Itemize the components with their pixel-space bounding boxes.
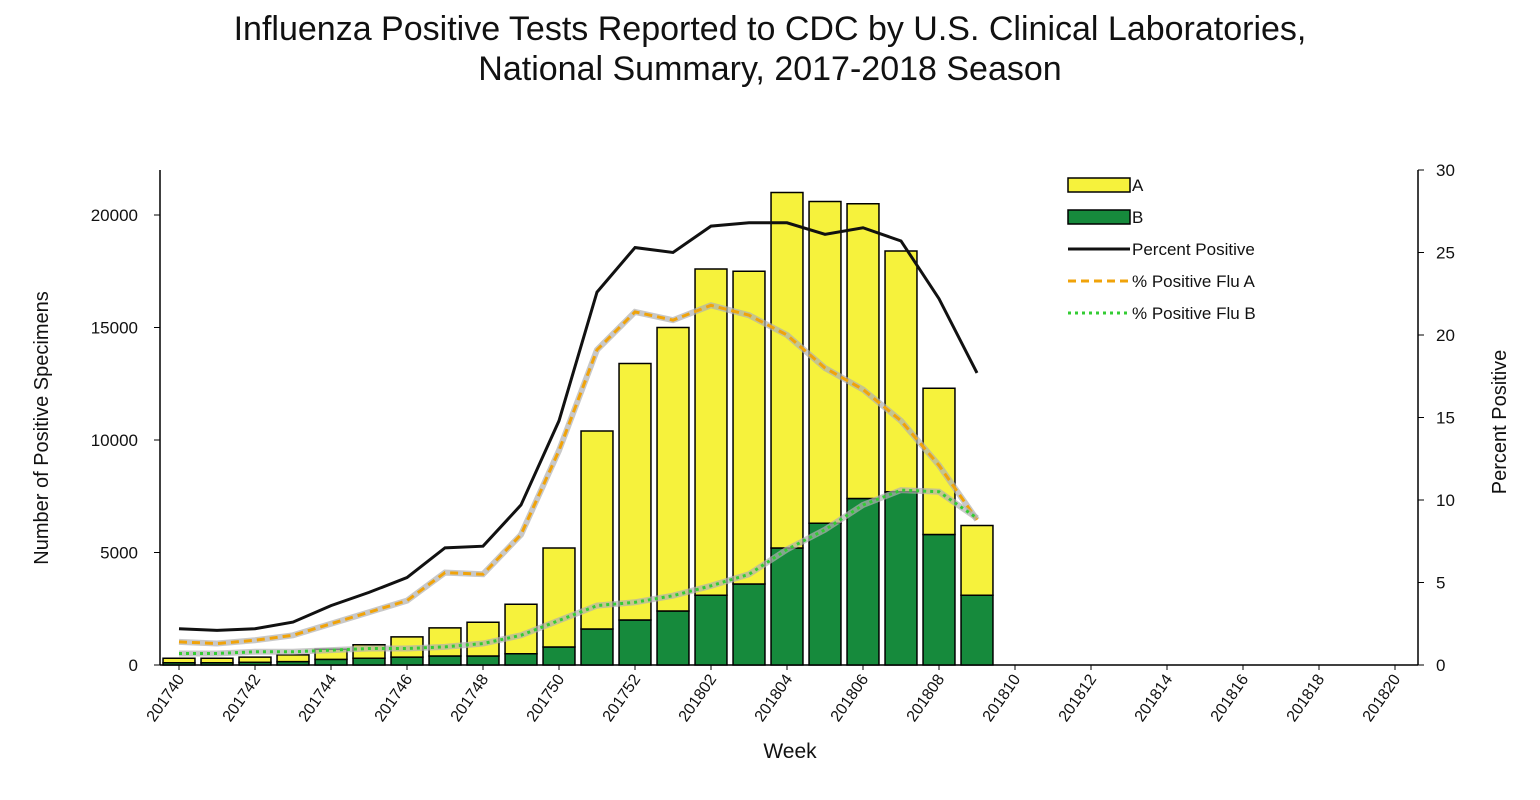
- bar: [694, 268, 728, 596]
- y2-tick-label: 20: [1436, 326, 1455, 345]
- bar: [542, 547, 576, 648]
- line: [178, 303, 979, 646]
- bar: [580, 628, 614, 666]
- legend-label: % Positive Flu A: [1132, 272, 1255, 291]
- x-tick-label: 201808: [904, 671, 949, 725]
- bar: [656, 326, 690, 612]
- bar: [428, 627, 462, 657]
- bar: [694, 594, 728, 666]
- bar: [618, 362, 652, 621]
- line: [179, 488, 978, 655]
- y-tick-label: 5000: [100, 544, 138, 563]
- y2-tick-label: 0: [1436, 656, 1445, 675]
- bar: [352, 657, 386, 666]
- y2-axis-label: Percent Positive: [1489, 350, 1511, 495]
- x-tick-label: 201820: [1360, 671, 1405, 725]
- bar: [846, 497, 880, 666]
- bar: [504, 653, 538, 666]
- y-tick-label: 15000: [91, 319, 138, 338]
- x-tick-label: 201806: [828, 671, 873, 725]
- x-tick-label: 201812: [1056, 671, 1101, 725]
- x-tick-label: 201804: [752, 671, 797, 725]
- bar: [656, 610, 690, 666]
- x-tick-label: 201814: [1132, 671, 1177, 725]
- bar: [808, 200, 842, 524]
- bar: [580, 430, 614, 630]
- bar: [238, 656, 272, 664]
- legend-label: % Positive Flu B: [1132, 304, 1256, 323]
- bar: [618, 619, 652, 666]
- y2-tick-label: 15: [1436, 409, 1455, 428]
- bar: [732, 583, 766, 666]
- x-tick-label: 201802: [676, 671, 721, 725]
- bar: [884, 250, 918, 493]
- bar: [922, 533, 956, 666]
- legend-label: Percent Positive: [1132, 240, 1255, 259]
- x-tick-label: 201748: [448, 671, 493, 725]
- bar: [314, 658, 348, 666]
- y2-tick-label: 30: [1436, 161, 1455, 180]
- line: [178, 221, 979, 632]
- y-tick-label: 10000: [91, 431, 138, 450]
- bar: [846, 203, 880, 500]
- x-tick-label: 201746: [372, 671, 417, 725]
- bar: [884, 491, 918, 666]
- y-tick-label: 0: [129, 656, 138, 675]
- chart-title: National Summary, 2017-2018 Season: [478, 50, 1061, 88]
- bar: [770, 547, 804, 666]
- y-axis-label: Number of Positive Specimens: [31, 291, 53, 564]
- x-tick-label: 201742: [220, 671, 265, 725]
- x-tick-label: 201810: [980, 671, 1025, 725]
- chart-title: Influenza Positive Tests Reported to CDC…: [234, 10, 1307, 48]
- bar: [466, 655, 500, 666]
- bar: [960, 594, 994, 666]
- x-tick-label: 201744: [296, 671, 341, 725]
- y2-tick-label: 25: [1436, 244, 1455, 263]
- x-axis-label: Week: [763, 740, 817, 763]
- y-tick-label: 20000: [91, 206, 138, 225]
- bar: [162, 657, 196, 664]
- x-tick-label: 201818: [1284, 671, 1329, 725]
- bar: [390, 656, 424, 666]
- y2-tick-label: 10: [1436, 491, 1455, 510]
- bar: [428, 655, 462, 666]
- bar: [542, 646, 576, 666]
- bar: [200, 657, 234, 664]
- x-tick-label: 201752: [600, 671, 645, 725]
- bar: [960, 524, 994, 596]
- bar: [466, 621, 500, 657]
- legend-label: B: [1132, 208, 1143, 227]
- legend-swatch: [1067, 209, 1131, 225]
- legend-label: A: [1132, 176, 1144, 195]
- bar: [808, 522, 842, 666]
- bar: [276, 654, 310, 663]
- x-tick-label: 201740: [144, 671, 189, 725]
- bar: [504, 603, 538, 655]
- x-tick-label: 201816: [1208, 671, 1253, 725]
- x-tick-label: 201750: [524, 671, 569, 725]
- y2-tick-label: 5: [1436, 574, 1445, 593]
- bar: [770, 191, 804, 549]
- legend-swatch: [1067, 177, 1131, 193]
